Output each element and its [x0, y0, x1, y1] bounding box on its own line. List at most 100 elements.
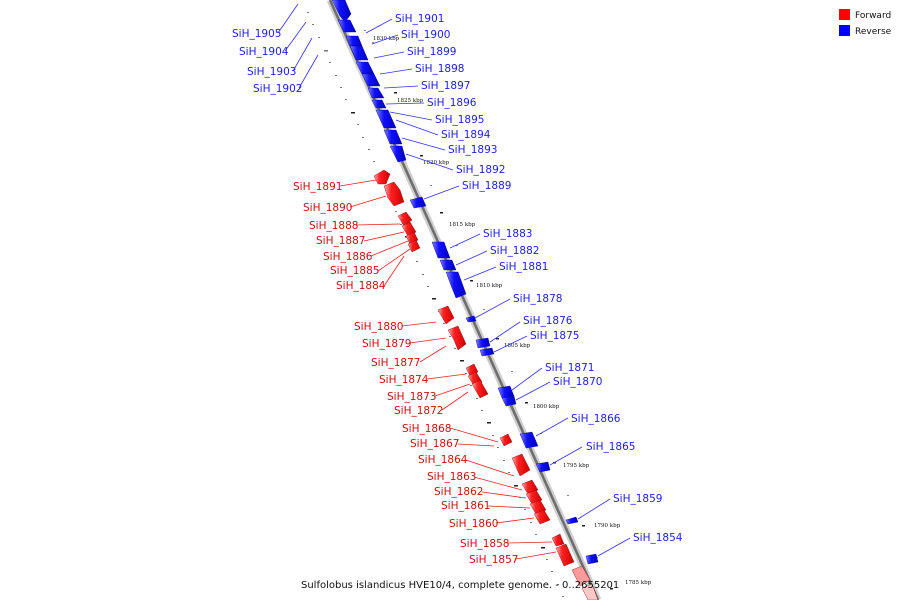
gene-label[interactable]: SiH_1859 [613, 493, 662, 505]
scale-label: 1805 kbp [504, 343, 531, 349]
gene-label[interactable]: SiH_1860 [449, 518, 498, 530]
legend-label-forward: Forward [855, 11, 891, 21]
gene-block [529, 499, 547, 515]
gene-label[interactable]: SiH_1863 [427, 471, 476, 483]
gene-label[interactable]: SiH_1900 [401, 29, 450, 41]
gene-label[interactable]: SiH_1901 [395, 13, 444, 25]
gene-label[interactable]: SiH_1884 [336, 280, 386, 292]
gene-block [383, 129, 403, 145]
gene-block [431, 241, 451, 259]
gene-block [499, 433, 513, 447]
scale-label: 1825 kbp [397, 98, 424, 104]
scale-label: 1790 kbp [594, 523, 621, 529]
gene-block [349, 45, 369, 61]
gene-block [475, 337, 491, 349]
gene-label[interactable]: SiH_1892 [456, 164, 505, 176]
gene-label[interactable]: SiH_1894 [441, 129, 491, 141]
gene-block [445, 271, 467, 299]
gene-label[interactable]: SiH_1862 [434, 486, 483, 498]
gene-label[interactable]: SiH_1878 [513, 293, 562, 305]
scale-label: 1800 kbp [533, 404, 560, 410]
gene-block [371, 99, 387, 109]
gene-block [533, 509, 551, 525]
reverse-gene-labels: SiH_1905 SiH_1904 SiH_1903 SiH_1902 SiH_… [232, 3, 683, 557]
gene-block [465, 315, 477, 323]
gene-block [585, 553, 599, 565]
gene-block [479, 347, 495, 357]
gene-label[interactable]: SiH_1895 [435, 114, 484, 126]
gene-label[interactable]: SiH_1899 [407, 46, 456, 58]
gene-block [331, 0, 352, 23]
gene-block [525, 489, 543, 505]
gene-block [519, 431, 539, 449]
gene-label[interactable]: SiH_1891 [293, 181, 342, 193]
gene-label[interactable]: SiH_1875 [530, 330, 579, 342]
gene-block [571, 565, 591, 587]
gene-label[interactable]: SiH_1902 [253, 83, 302, 95]
gene-label[interactable]: SiH_1858 [460, 538, 509, 550]
gene-label[interactable]: SiH_1904 [239, 46, 289, 58]
scale-label: 1810 kbp [476, 283, 503, 289]
gene-label[interactable]: SiH_1886 [323, 251, 373, 263]
gene-block [535, 461, 551, 473]
gene-label[interactable]: SiH_1889 [462, 180, 511, 192]
gene-label[interactable]: SiH_1880 [354, 321, 403, 333]
gene-label[interactable]: SiH_1888 [309, 220, 358, 232]
gene-block [361, 73, 381, 87]
gene-label[interactable]: SiH_1898 [415, 63, 464, 75]
gene-label[interactable]: SiH_1879 [362, 338, 411, 350]
genome-caption: Sulfolobus islandicus HVE10/4, complete … [301, 580, 619, 591]
gene-label[interactable]: SiH_1874 [379, 374, 429, 386]
gene-label[interactable]: SiH_1903 [247, 66, 296, 78]
forward-gene-labels: SiH_1891 SiH_1890 SiH_1888 SiH_1887 SiH_… [293, 179, 557, 566]
gene-label[interactable]: SiH_1885 [330, 265, 379, 277]
gene-label[interactable]: SiH_1882 [490, 245, 539, 257]
legend-swatch-reverse [839, 25, 850, 36]
gene-label[interactable]: SiH_1893 [448, 144, 497, 156]
gene-label[interactable]: SiH_1857 [469, 554, 518, 566]
gene-block [521, 479, 539, 495]
gene-label[interactable]: SiH_1868 [402, 423, 451, 435]
scale-label: 1795 kbp [563, 463, 590, 469]
gene-label[interactable]: SiH_1897 [421, 80, 470, 92]
gene-label[interactable]: SiH_1896 [427, 97, 477, 109]
gene-label[interactable]: SiH_1887 [316, 235, 365, 247]
gene-label[interactable]: SiH_1883 [483, 228, 532, 240]
gene-label[interactable]: SiH_1873 [387, 391, 436, 403]
gene-block [555, 543, 575, 567]
gene-block [409, 196, 427, 209]
gene-label[interactable]: SiH_1905 [232, 28, 281, 40]
gene-label[interactable]: SiH_1864 [418, 454, 468, 466]
gene-block [373, 169, 391, 185]
gene-label[interactable]: SiH_1881 [499, 261, 548, 273]
forward-strand-genes [373, 169, 599, 600]
reverse-strand-genes [331, 0, 599, 565]
scale-label: 1820 kbp [423, 160, 450, 166]
legend-swatch-forward [839, 9, 850, 20]
gene-label[interactable]: SiH_1871 [545, 362, 594, 374]
gene-label[interactable]: SiH_1861 [441, 500, 490, 512]
gene-block [551, 533, 565, 547]
gene-block [383, 181, 405, 207]
gene-block [375, 109, 397, 129]
scale-label: 1815 kbp [449, 222, 476, 228]
gene-block [397, 211, 413, 227]
gene-label[interactable]: SiH_1877 [371, 357, 420, 369]
gene-label[interactable]: SiH_1866 [571, 413, 621, 425]
gene-block [471, 379, 489, 399]
gene-block [367, 87, 385, 99]
gene-label[interactable]: SiH_1870 [553, 376, 602, 388]
gene-label[interactable]: SiH_1854 [633, 532, 683, 544]
gene-block [501, 395, 517, 407]
legend-label-reverse: Reverse [855, 27, 892, 37]
gene-label[interactable]: SiH_1876 [523, 315, 573, 327]
scale-labels: 1830 kbp 1825 kbp 1820 kbp 1815 kbp 1810… [373, 36, 652, 586]
gene-label[interactable]: SiH_1872 [394, 405, 443, 417]
gene-block [437, 305, 455, 325]
gene-block [581, 583, 599, 600]
gene-label[interactable]: SiH_1867 [410, 438, 459, 450]
gene-block [401, 221, 417, 237]
gene-label[interactable]: SiH_1890 [303, 202, 352, 214]
gene-label[interactable]: SiH_1865 [586, 441, 635, 453]
